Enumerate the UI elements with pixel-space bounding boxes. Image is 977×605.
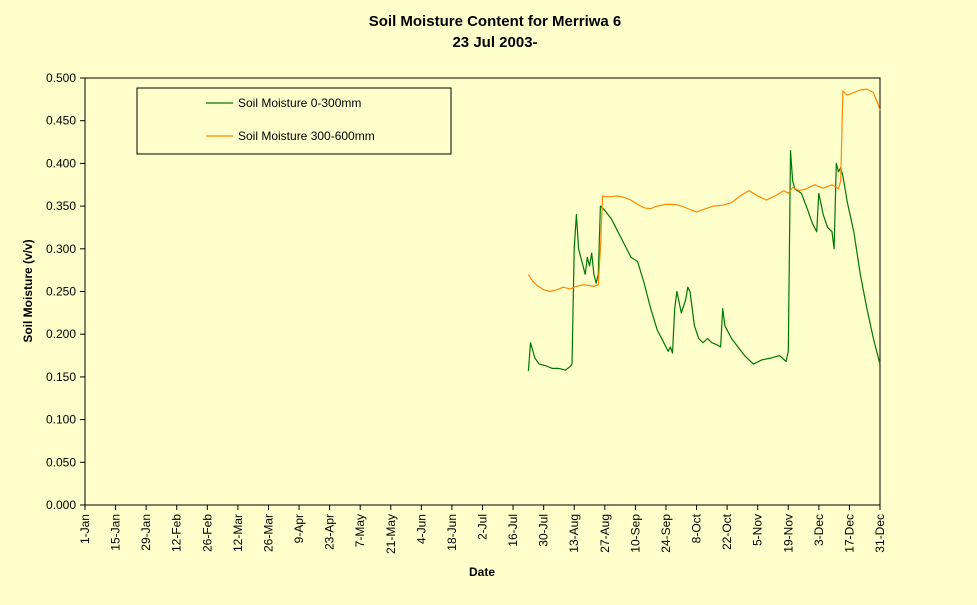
chart-title: Soil Moisture Content for Merriwa 6 <box>369 13 622 30</box>
x-tick-label: 7-May <box>353 514 367 547</box>
x-tick-label: 2-Jul <box>476 514 490 540</box>
x-tick-label: 8-Oct <box>690 513 704 543</box>
legend: Soil Moisture 0-300mm Soil Moisture 300-… <box>136 87 452 155</box>
x-tick-label: 27-Aug <box>598 514 612 553</box>
x-tick-label: 1-Jan <box>78 514 92 544</box>
x-tick-label: 24-Sep <box>659 514 673 553</box>
x-tick-label: 12-Mar <box>231 514 245 552</box>
y-tick-label: 0.150 <box>46 370 76 384</box>
legend-label-0-300mm: Soil Moisture 0-300mm <box>238 96 361 110</box>
y-tick-label: 0.500 <box>46 71 76 85</box>
x-tick-label: 5-Nov <box>751 514 765 546</box>
x-tick-label: 13-Aug <box>567 514 581 553</box>
y-tick-label: 0.250 <box>46 285 76 299</box>
y-tick-label: 0.050 <box>46 455 76 469</box>
y-tick-label: 0.100 <box>46 413 76 427</box>
y-tick-label: 0.450 <box>46 114 76 128</box>
y-axis: 0.000 0.050 0.100 0.150 0.200 0.250 0.300 0.350… <box>46 71 85 512</box>
chart-subtitle: 23 Jul 2003- <box>452 34 537 51</box>
x-tick-label: 21-May <box>384 514 398 554</box>
series-line-0 <box>527 150 881 371</box>
y-tick-label: 0.000 <box>46 498 76 512</box>
x-tick-label: 18-Jun <box>445 514 459 551</box>
x-tick-label: 22-Oct <box>720 513 734 550</box>
y-tick-label: 0.300 <box>46 242 76 256</box>
x-tick-label: 29-Jan <box>139 514 153 551</box>
x-tick-label: 15-Jan <box>109 514 123 551</box>
y-tick-label: 0.200 <box>46 327 76 341</box>
x-tick-label: 30-Jul <box>537 514 551 547</box>
x-tick-label: 12-Feb <box>170 514 184 552</box>
x-tick-label: 3-Dec <box>812 514 826 546</box>
y-tick-label: 0.400 <box>46 156 76 170</box>
x-tick-label: 19-Nov <box>781 514 795 553</box>
x-axis: 1-Jan 15-Jan 29-Jan 12-Feb 26-Feb 12-Mar 26-Ma… <box>78 505 887 554</box>
x-tick-label: 4-Jun <box>414 514 428 544</box>
x-tick-label: 10-Sep <box>628 514 642 553</box>
x-tick-label: 16-Jul <box>506 514 520 547</box>
x-tick-label: 26-Feb <box>200 514 214 552</box>
y-tick-label: 0.350 <box>46 199 76 213</box>
x-tick-label: 9-Apr <box>292 514 306 543</box>
y-axis-label: Soil Moisture (v/v) <box>21 239 35 342</box>
x-tick-label: 26-Mar <box>261 514 275 552</box>
legend-box <box>136 87 452 155</box>
x-axis-label: Date <box>469 565 495 579</box>
series-line-1 <box>527 88 881 293</box>
x-tick-label: 23-Apr <box>323 514 337 550</box>
x-tick-label: 17-Dec <box>842 514 856 553</box>
series-lines <box>527 88 881 371</box>
x-tick-label: 31-Dec <box>873 514 887 553</box>
legend-label-300-600mm: Soil Moisture 300-600mm <box>238 129 375 143</box>
